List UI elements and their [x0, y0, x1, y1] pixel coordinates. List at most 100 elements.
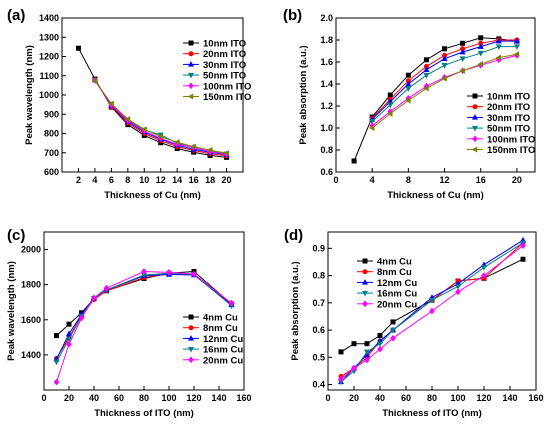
legend-marker: [472, 135, 478, 143]
y-tick-label: 1600: [21, 315, 41, 325]
panel-label: (d): [284, 227, 303, 244]
data-point: [53, 359, 60, 366]
legend-marker: [188, 325, 194, 331]
data-point: [65, 330, 73, 337]
data-point: [53, 378, 60, 386]
x-tick-label: 140: [502, 393, 517, 403]
data-point: [477, 50, 484, 57]
y-tick-label: 700: [44, 148, 59, 158]
x-tick-label: 100: [450, 393, 465, 403]
x-tick-label: 160: [236, 393, 251, 403]
y-axis-title: Peak absorption (a.u.): [298, 45, 309, 144]
legend-marker: [188, 82, 194, 90]
data-point: [377, 345, 383, 353]
legend-marker: [188, 40, 194, 46]
y-axis-title: Peak wavelength (nm): [6, 261, 17, 361]
x-tick-label: 16: [189, 175, 199, 185]
y-tick-label: 1.8: [320, 35, 333, 45]
legend-label: 16nm Cu: [377, 289, 417, 300]
y-tick-label: 1800: [21, 280, 41, 290]
y-tick-label: 0.9: [312, 243, 325, 253]
x-tick-label: 40: [89, 393, 99, 403]
x-tick-label: 8: [406, 175, 411, 185]
y-tick-label: 1400: [39, 13, 59, 23]
legend-label: 4nm Cu: [377, 257, 412, 268]
x-tick-label: 20: [222, 175, 232, 185]
x-tick-label: 60: [401, 393, 411, 403]
x-tick-label: 80: [427, 393, 437, 403]
legend-marker: [188, 51, 194, 57]
data-point: [442, 46, 448, 52]
x-tick-label: 120: [476, 393, 491, 403]
x-axis-title: Thickness of ITO (nm): [94, 408, 194, 419]
x-tick-label: 120: [186, 393, 201, 403]
legend-label: 30nm ITO: [487, 113, 530, 124]
legend-label: 20nm Cu: [203, 355, 243, 366]
legend-label: 12nm Cu: [203, 334, 243, 345]
y-axis-title: Peak absorption (a.u.): [290, 261, 301, 360]
data-point: [141, 126, 147, 133]
x-tick-label: 60: [114, 393, 124, 403]
data-point: [364, 341, 370, 347]
data-point: [364, 356, 370, 364]
panel-a: (a) 2 4 6 8 10 12 14 16 18 20 600 700 800 900 1000 1100 1…: [7, 7, 251, 201]
data-point: [459, 67, 465, 74]
x-tick-label: 0: [325, 393, 330, 403]
data-point: [191, 270, 197, 278]
data-point: [405, 72, 411, 78]
panel-label: (c): [7, 227, 25, 244]
x-tick-label: 80: [139, 393, 149, 403]
data-point: [460, 40, 466, 46]
data-point: [387, 92, 393, 98]
y-tick-label: 600: [44, 167, 59, 177]
x-tick-label: 20: [64, 393, 74, 403]
data-point: [477, 43, 484, 49]
data-point: [423, 85, 429, 92]
data-point: [441, 55, 448, 61]
data-point: [363, 349, 371, 356]
y-tick-label: 800: [44, 129, 59, 139]
data-point: [66, 341, 72, 348]
legend-marker: [361, 279, 369, 285]
data-point: [103, 284, 110, 292]
data-point: [495, 54, 502, 61]
x-tick-label: 4: [92, 175, 97, 185]
data-point: [423, 72, 430, 79]
legend-label: 150nm ITO: [203, 92, 251, 103]
data-point: [428, 297, 436, 304]
data-point: [376, 341, 384, 347]
data-point: [423, 66, 430, 72]
data-point: [423, 57, 429, 63]
data-point: [441, 75, 447, 82]
data-point: [338, 375, 344, 383]
data-point: [513, 37, 520, 44]
data-point: [166, 269, 172, 276]
data-point: [65, 336, 73, 343]
data-point: [387, 110, 393, 117]
legend-marker: [187, 93, 194, 100]
data-point: [405, 97, 411, 104]
data-point: [108, 100, 114, 107]
legend-label: 20nm ITO: [203, 49, 246, 60]
y-tick-label: 1.0: [320, 123, 333, 133]
legend-marker: [188, 356, 194, 364]
data-point: [351, 158, 357, 164]
panel-b: (b) 0 4 8 12 16 20 0.6 0.8 1.0 1.2 1.4 1.6 1.8 2.0 Thic…: [283, 7, 536, 201]
x-tick-label: 14: [172, 175, 182, 185]
x-axis-title: Thickness of ITO (nm): [382, 408, 482, 419]
legend-label: 50nm ITO: [203, 71, 246, 82]
data-point: [206, 147, 213, 154]
data-point: [369, 119, 376, 125]
x-tick-label: 100: [161, 393, 176, 403]
legend-label: 10nm ITO: [487, 92, 530, 103]
data-point: [478, 35, 484, 41]
data-point: [389, 327, 397, 334]
data-point: [377, 333, 383, 339]
x-axis-title: Thickness of Cu (nm): [387, 190, 484, 201]
data-point: [368, 124, 375, 132]
legend-label: 20nm ITO: [487, 102, 530, 113]
x-tick-label: 0: [41, 393, 46, 403]
y-tick-label: 900: [44, 109, 59, 119]
series-line: [340, 258, 524, 353]
data-point: [441, 63, 448, 69]
